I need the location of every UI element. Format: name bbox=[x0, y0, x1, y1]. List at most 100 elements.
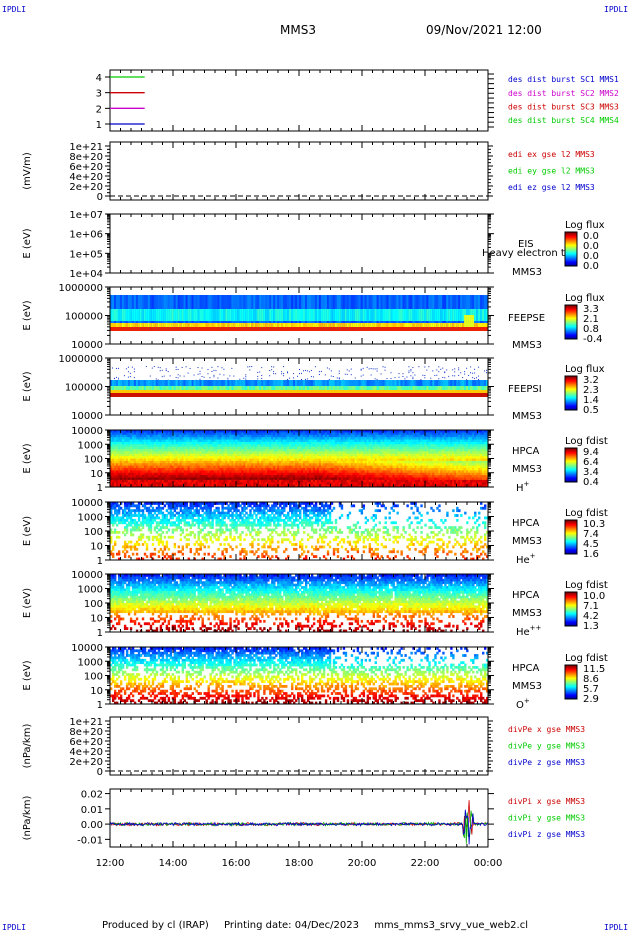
spectrogram-cell bbox=[163, 323, 167, 327]
spectrogram-cell bbox=[257, 386, 260, 390]
spectrogram-cell bbox=[470, 386, 473, 390]
spectrogram-cell bbox=[448, 393, 451, 397]
spectrogram-cell bbox=[143, 458, 147, 462]
spectrogram-cell bbox=[344, 393, 348, 397]
legend-entry: des dist burst SC3 MMS3 bbox=[508, 102, 619, 111]
spectrogram-cell bbox=[121, 458, 125, 462]
spectrogram-cell bbox=[197, 323, 200, 327]
spectrogram-cell bbox=[243, 393, 246, 397]
spectrogram-cell bbox=[217, 434, 220, 438]
spectrogram-cell bbox=[434, 390, 437, 393]
spectrogram-cell bbox=[378, 390, 381, 393]
spectrogram-cell bbox=[338, 386, 342, 390]
spectrogram-cell bbox=[147, 386, 151, 390]
spectrogram-cell bbox=[207, 434, 210, 438]
spectrogram-cell bbox=[175, 470, 179, 474]
spectrogram-cell bbox=[169, 472, 173, 476]
colorbar-band bbox=[565, 263, 577, 265]
spectrogram-cell bbox=[207, 472, 210, 476]
spectrogram-cell bbox=[111, 477, 115, 481]
spectrogram-cell bbox=[195, 463, 198, 467]
spectrogram-cell bbox=[422, 386, 425, 390]
spectrogram-cell bbox=[366, 327, 370, 331]
spectrogram-cell bbox=[213, 460, 216, 464]
spectrogram-cell bbox=[408, 380, 411, 386]
spectrogram-cell bbox=[334, 309, 338, 321]
spectrogram-cell bbox=[203, 460, 206, 464]
spectrogram-cell bbox=[352, 393, 356, 397]
spectrogram-cell bbox=[486, 323, 489, 327]
spectrogram-cell bbox=[380, 309, 383, 321]
spectrogram-cell bbox=[340, 393, 344, 397]
spectrogram-cell bbox=[119, 458, 123, 462]
spectrogram-cell bbox=[193, 446, 196, 450]
spectrogram-cell bbox=[211, 390, 214, 393]
spectrogram-cell bbox=[181, 439, 185, 443]
spectrogram-cell bbox=[157, 327, 161, 331]
spectrogram-cell bbox=[181, 380, 185, 386]
spectrogram-cell bbox=[275, 327, 278, 331]
spectrogram-cell bbox=[390, 390, 393, 393]
spectrogram-cell bbox=[412, 390, 415, 393]
spectrogram-cell bbox=[356, 386, 360, 390]
spectrogram-cell bbox=[137, 465, 141, 469]
spectrogram-cell bbox=[163, 380, 167, 386]
spectrogram-cell bbox=[231, 327, 234, 331]
spectrogram-dot bbox=[346, 373, 348, 375]
spectrogram-cell bbox=[185, 393, 188, 397]
spectrogram-dot bbox=[438, 371, 440, 373]
spectrogram-cell bbox=[119, 380, 123, 386]
spectrogram-cell bbox=[287, 393, 290, 397]
spectrogram-cell bbox=[209, 460, 212, 464]
spectrogram-cell bbox=[215, 456, 218, 459]
spectrogram-cell bbox=[125, 444, 129, 448]
spectrogram-cell bbox=[233, 386, 236, 390]
spectrogram-cell bbox=[175, 432, 179, 436]
spectrogram-cell bbox=[193, 472, 196, 476]
spectrogram-cell bbox=[376, 386, 379, 390]
spectrogram-cell bbox=[470, 380, 473, 386]
spectrogram-cell bbox=[414, 390, 417, 393]
spectrogram-cell bbox=[217, 380, 220, 386]
spectrogram-cell bbox=[131, 393, 135, 397]
spectrogram-cell bbox=[157, 380, 161, 386]
spectrogram-cell bbox=[223, 327, 226, 331]
spectrogram-cell bbox=[111, 484, 115, 488]
spectrogram-dot bbox=[370, 374, 372, 376]
spectrogram-cell bbox=[169, 327, 173, 331]
spectrogram-cell bbox=[245, 386, 248, 390]
spectrogram-cell bbox=[211, 434, 214, 438]
spectrogram-cell bbox=[426, 309, 429, 321]
spectrogram-cell bbox=[370, 380, 374, 386]
spectrogram-cell bbox=[145, 449, 149, 452]
spectrogram-cell bbox=[360, 380, 364, 386]
spectrogram-cell bbox=[211, 309, 214, 321]
spectrogram-cell bbox=[113, 458, 117, 462]
spectrogram-cell bbox=[189, 482, 192, 486]
spectrogram-cell bbox=[462, 390, 465, 393]
spectrogram-cell bbox=[159, 430, 163, 433]
spectrogram-cell bbox=[203, 323, 206, 327]
spectrogram-cell bbox=[438, 323, 441, 327]
spectrogram-cell bbox=[121, 434, 125, 438]
spectrogram-cell bbox=[153, 456, 157, 459]
spectrogram-cell bbox=[179, 477, 183, 481]
spectrogram-cell bbox=[113, 451, 117, 455]
spectrogram-cell bbox=[464, 390, 467, 393]
spectrogram-cell bbox=[368, 380, 372, 386]
spectrogram-cell bbox=[123, 456, 127, 459]
spectrogram-cell bbox=[139, 380, 143, 386]
spectrogram-cell bbox=[376, 309, 379, 321]
spectrogram-cell bbox=[123, 434, 127, 438]
spectrogram-dot bbox=[444, 377, 446, 379]
spectrogram-cell bbox=[119, 477, 123, 481]
spectrogram-cell bbox=[153, 386, 157, 390]
panel-frame-burst bbox=[109, 69, 489, 132]
spectrogram-cell bbox=[416, 386, 419, 390]
spectrogram-cell bbox=[362, 386, 366, 390]
spectrogram-dot bbox=[219, 373, 221, 375]
spectrogram-dot bbox=[360, 375, 362, 377]
spectrogram-cell bbox=[217, 393, 220, 397]
spectrogram-cell bbox=[330, 327, 334, 331]
spectrogram-cell bbox=[153, 482, 157, 486]
